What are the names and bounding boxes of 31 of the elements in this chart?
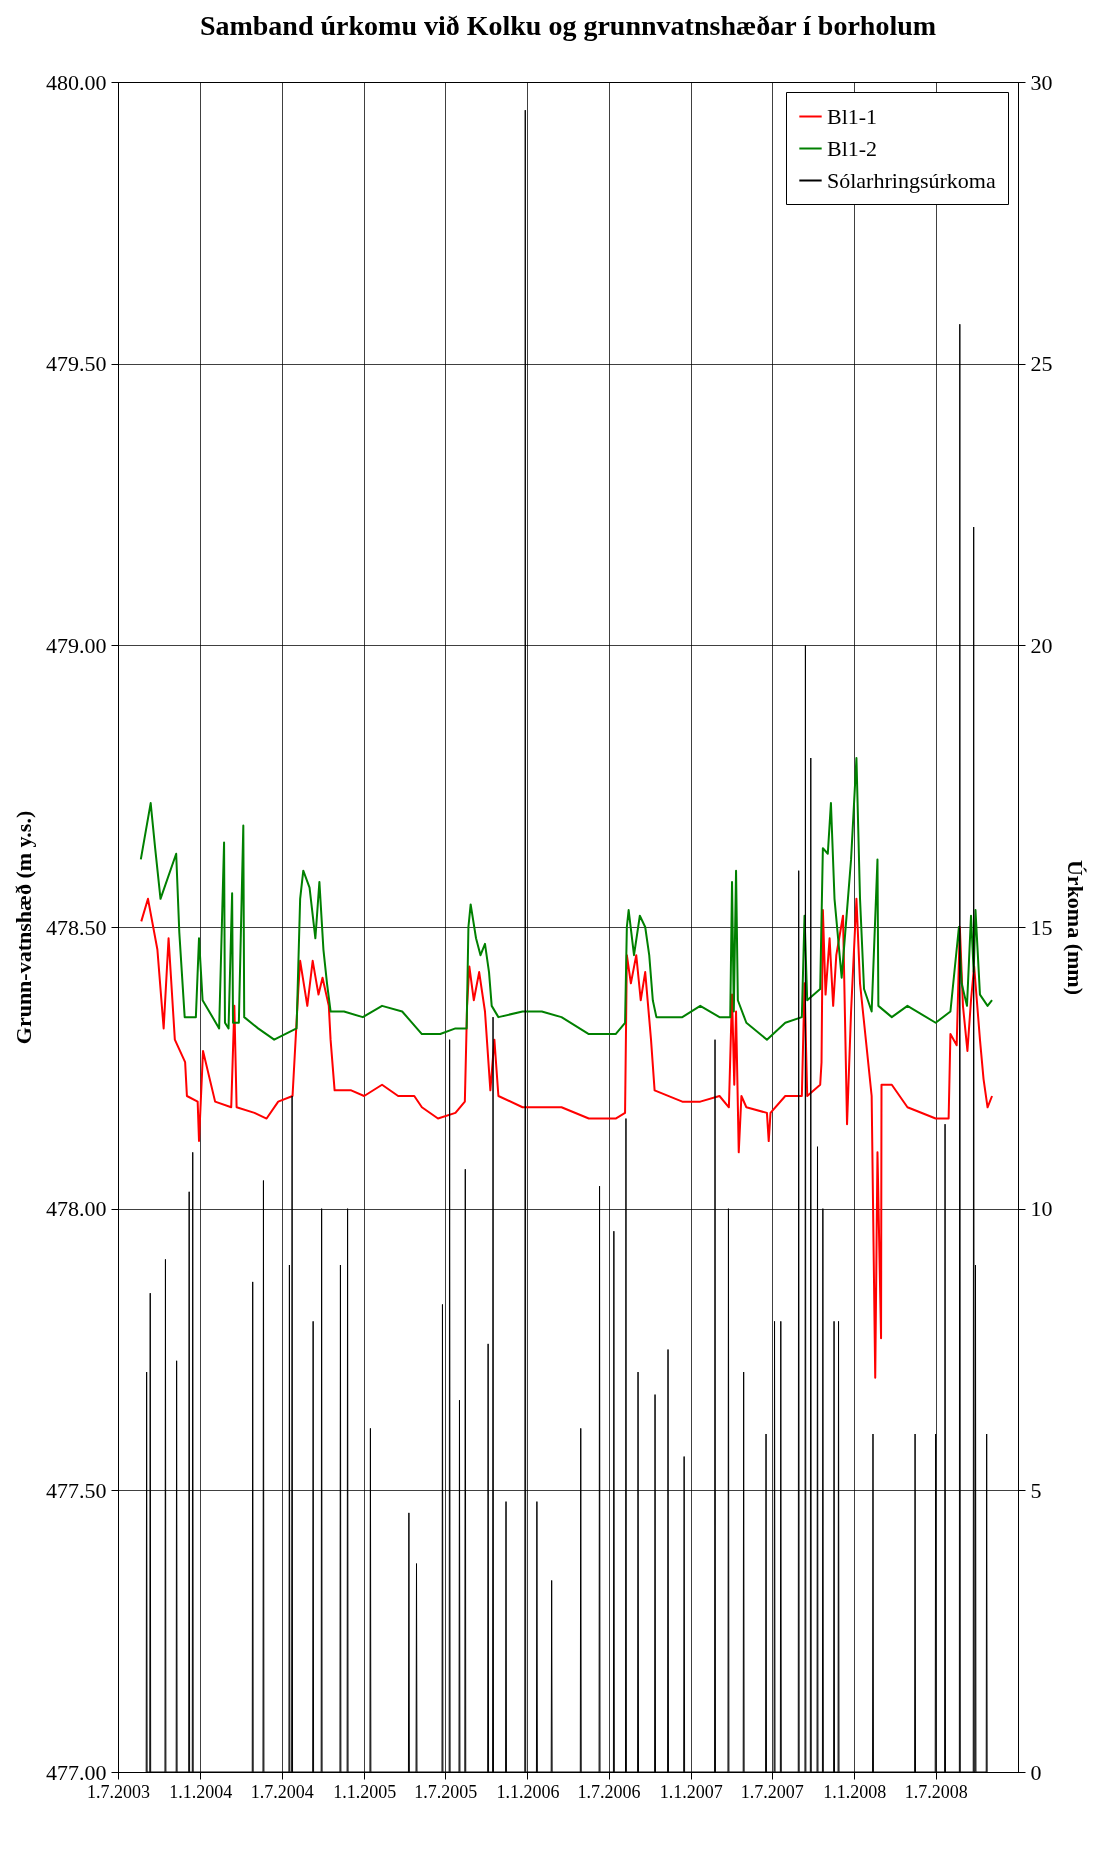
- x-tick-label: 1.1.2004: [169, 1781, 233, 1802]
- x-tick-label: 1.1.2005: [333, 1781, 397, 1802]
- line-series: [139, 757, 994, 1041]
- x-tick-label: 1.1.2006: [496, 1781, 560, 1802]
- y2-tick-label: 10: [1030, 1196, 1053, 1222]
- legend-label: Sólarhringsúrkoma: [827, 167, 996, 193]
- y2-tick-label: 15: [1030, 914, 1053, 940]
- x-tick-label: 1.7.2005: [414, 1781, 478, 1802]
- y-tick-label: 479.50: [46, 351, 107, 377]
- y2-tick-label: 20: [1030, 632, 1053, 658]
- chart-title: Samband úrkomu við Kolku og grunnvatnshæðar í borholum: [199, 10, 937, 41]
- y-tick-label: 480.00: [46, 69, 107, 95]
- y2-tick-label: 30: [1030, 69, 1053, 95]
- x-tick-label: 1.1.2008: [823, 1781, 887, 1802]
- x-tick-label: 1.7.2006: [577, 1781, 641, 1802]
- x-tick-label: 1.7.2004: [250, 1781, 314, 1802]
- y-tick-label: 477.50: [46, 1477, 107, 1503]
- y2-tick-label: 25: [1030, 351, 1053, 377]
- x-tick-label: 1.1.2007: [659, 1781, 723, 1802]
- y2-tick-label: 0: [1030, 1759, 1042, 1785]
- y-tick-label: 478.00: [46, 1196, 107, 1222]
- y-axis-title: Grunn-vatnshæð (m y.s.): [11, 810, 36, 1045]
- line-series: [140, 897, 994, 1379]
- legend-label: Bl1-1: [827, 103, 878, 129]
- legend-label: Bl1-2: [827, 135, 878, 161]
- y-tick-label: 478.50: [46, 914, 107, 940]
- y2-axis-title: Úrkoma (mm): [1062, 859, 1088, 996]
- x-tick-label: 1.7.2008: [904, 1781, 968, 1802]
- x-tick-label: 1.7.2007: [740, 1781, 804, 1802]
- y-tick-label: 479.00: [46, 632, 107, 658]
- y2-tick-label: 5: [1030, 1477, 1042, 1503]
